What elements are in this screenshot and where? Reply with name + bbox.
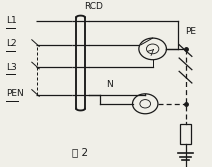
Text: L2: L2 — [6, 39, 17, 48]
Text: L3: L3 — [6, 63, 17, 72]
Text: PEN: PEN — [6, 89, 24, 98]
Text: L1: L1 — [6, 16, 17, 25]
Text: RCD: RCD — [84, 3, 103, 12]
Text: N: N — [106, 80, 113, 89]
Text: PE: PE — [186, 27, 197, 36]
Text: 图 2: 图 2 — [73, 147, 89, 157]
Bar — [180, 124, 191, 144]
